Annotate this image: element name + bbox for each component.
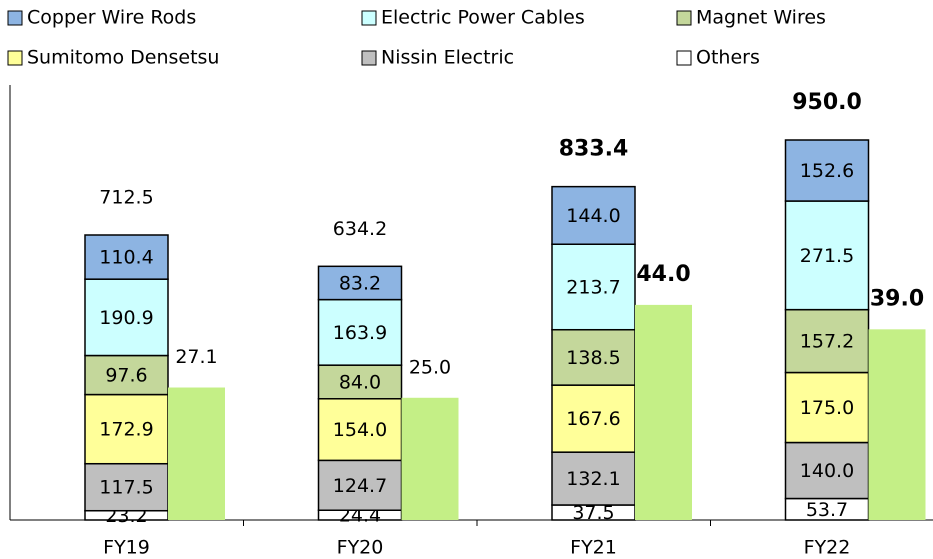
- bar-segment: [784, 139, 870, 202]
- segment-label: 124.7: [333, 475, 387, 497]
- bar-segment: [784, 308, 870, 374]
- legend-label: Nissin Electric: [381, 47, 514, 69]
- total-label: 712.5: [99, 187, 153, 209]
- segment-label: 84.0: [339, 371, 381, 393]
- legend-label: Electric Power Cables: [381, 7, 585, 29]
- legend-swatch: [361, 10, 377, 26]
- segment-label: 167.6: [566, 408, 620, 430]
- legend-label: Sumitomo Densetsu: [27, 47, 219, 69]
- segment-label: 213.7: [566, 276, 620, 298]
- legend-swatch: [676, 50, 692, 66]
- segment-label: 37.5: [572, 502, 614, 524]
- segment-label: 132.1: [566, 468, 620, 490]
- side-bar: [401, 397, 459, 520]
- side-bar-label: 25.0: [409, 356, 451, 378]
- segment-label: 138.5: [566, 347, 620, 369]
- segment-label: 172.9: [99, 419, 153, 441]
- segment-label: 154.0: [333, 419, 387, 441]
- legend-label: Magnet Wires: [696, 7, 826, 29]
- segment-label: 140.0: [800, 460, 854, 482]
- side-bar: [168, 387, 225, 520]
- bar-segment: [784, 200, 870, 311]
- legend-swatch: [676, 10, 692, 26]
- legend-swatch: [7, 10, 23, 26]
- segment-label: 163.9: [333, 322, 387, 344]
- legend-swatch: [361, 50, 377, 66]
- bar-segment: [551, 185, 636, 245]
- side-bar-label: 27.1: [175, 346, 217, 368]
- legend-label: Copper Wire Rods: [27, 7, 196, 29]
- side-bar-label: 39.0: [870, 286, 924, 311]
- segment-label: 144.0: [566, 205, 620, 227]
- segment-label: 175.0: [800, 397, 854, 419]
- bar-segment: [84, 354, 169, 396]
- segment-label: 190.9: [99, 307, 153, 329]
- bar-segment: [784, 441, 870, 500]
- bar-segment: [551, 384, 636, 453]
- bar-segment: [551, 243, 636, 331]
- bar-segment: [551, 328, 636, 386]
- bar-segment: [84, 462, 169, 512]
- segment-label: 152.6: [800, 160, 854, 182]
- legend-swatch: [7, 50, 23, 66]
- total-label: 950.0: [792, 90, 862, 115]
- bar-segment: [317, 459, 403, 511]
- segment-label: 271.5: [800, 245, 854, 267]
- bar-segment: [317, 298, 403, 366]
- segment-label: 83.2: [339, 272, 381, 294]
- total-label: 634.2: [333, 218, 387, 240]
- x-tick-label: FY20: [337, 537, 384, 559]
- x-tick-label: FY21: [570, 537, 617, 559]
- bar-segment: [84, 278, 169, 357]
- bar-segment: [317, 398, 403, 462]
- segment-label: 157.2: [800, 331, 854, 353]
- bar-segment: [317, 265, 403, 301]
- side-bar: [868, 329, 926, 520]
- bar-segment: [84, 234, 169, 280]
- segment-label: 97.6: [105, 365, 147, 387]
- x-tick-label: FY19: [103, 537, 150, 559]
- segment-label: 53.7: [806, 499, 848, 521]
- legend-label: Others: [696, 47, 760, 69]
- total-label: 833.4: [559, 137, 629, 162]
- x-tick-label: FY22: [804, 537, 851, 559]
- side-bar: [635, 304, 692, 520]
- segment-label: 110.4: [99, 247, 153, 269]
- segment-label: 117.5: [99, 477, 153, 499]
- bar-segment: [784, 371, 870, 444]
- side-bar-label: 44.0: [636, 262, 690, 287]
